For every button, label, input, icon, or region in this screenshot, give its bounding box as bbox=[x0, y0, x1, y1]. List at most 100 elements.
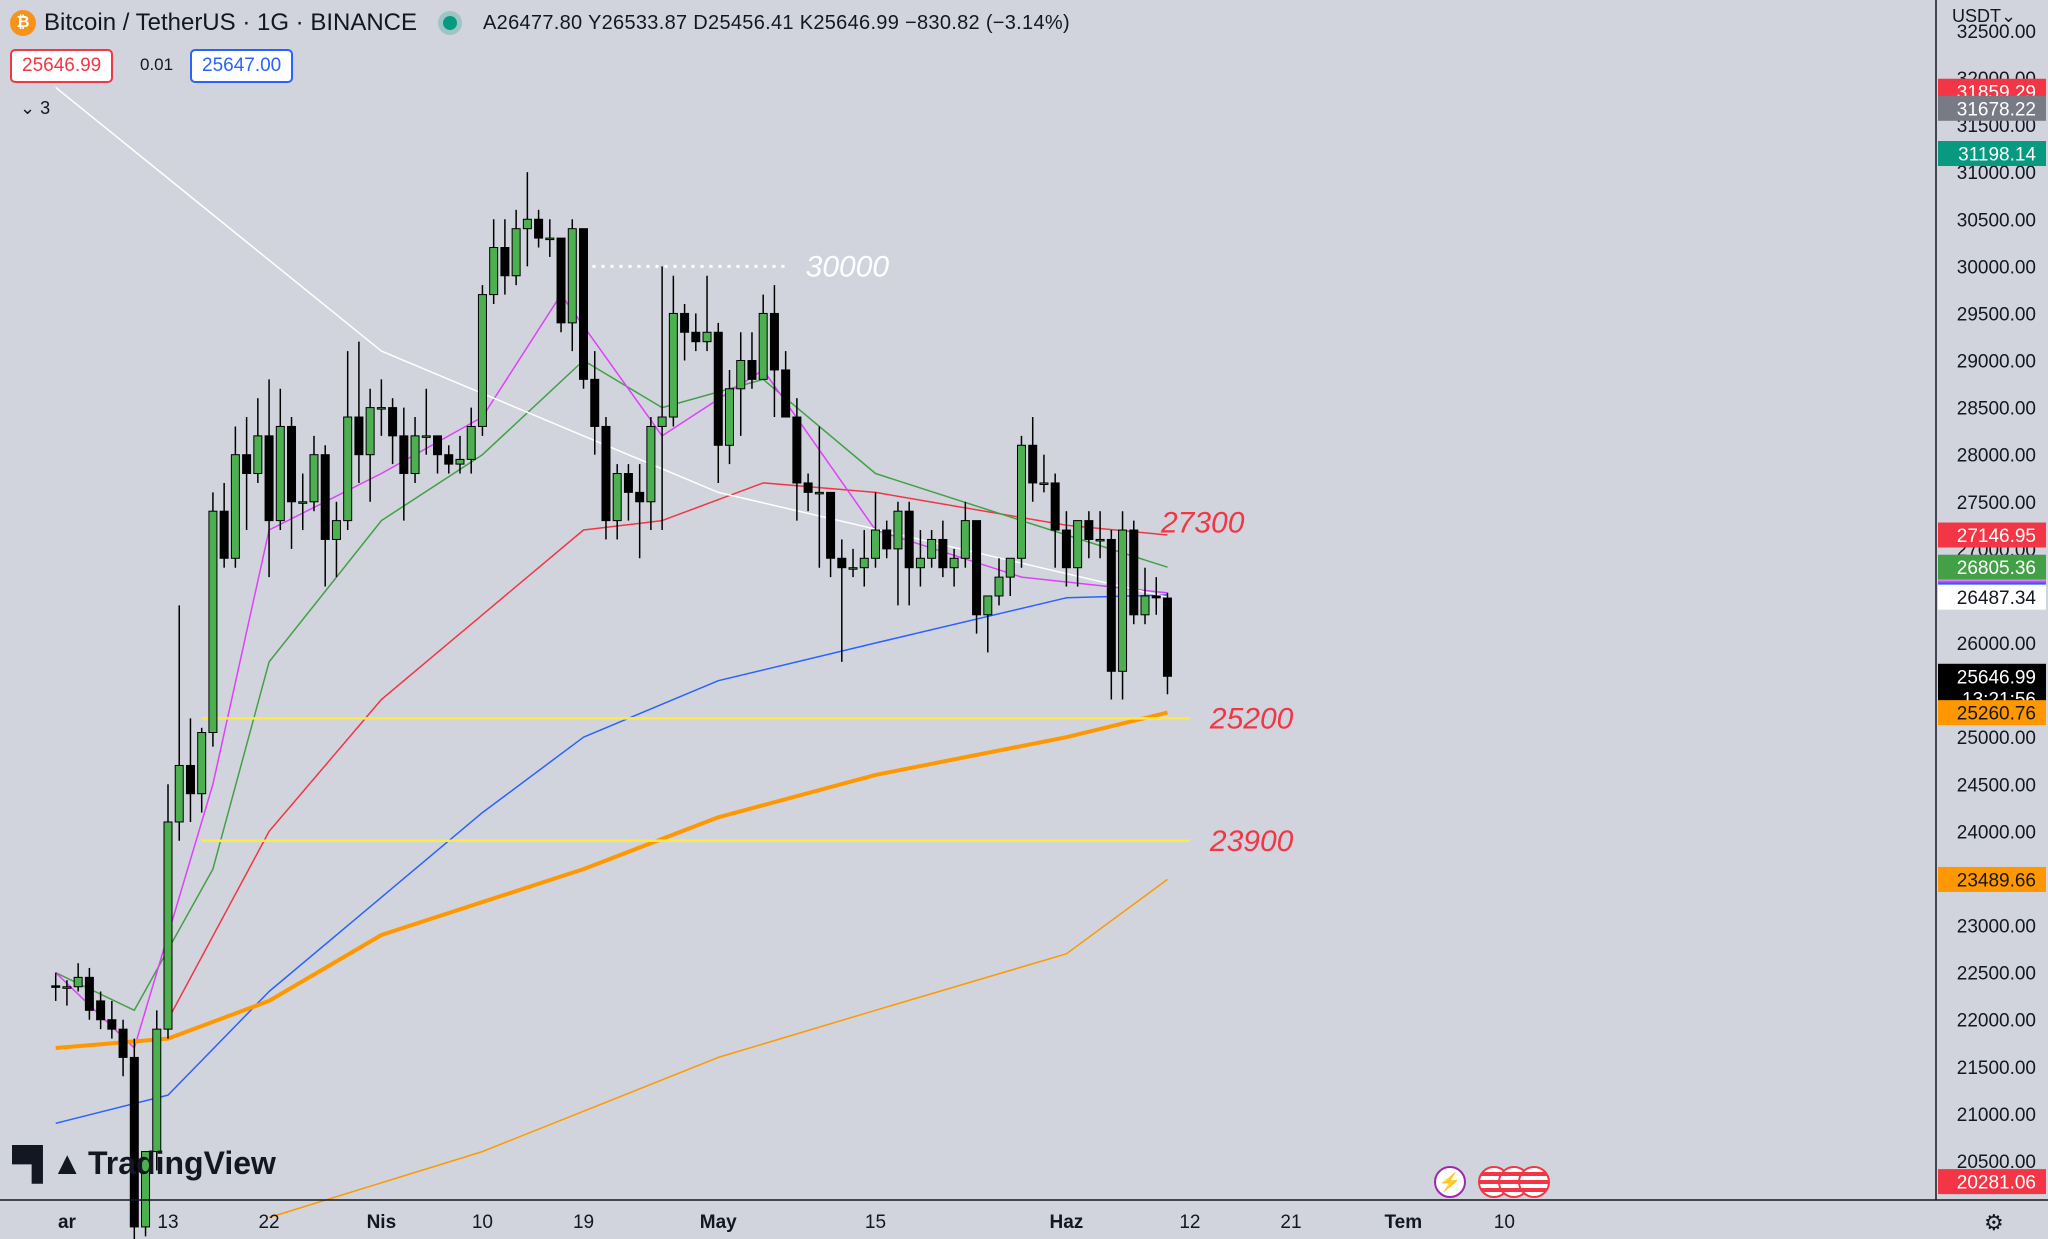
candle-body bbox=[545, 237, 555, 241]
market-status-icon[interactable] bbox=[443, 16, 458, 30]
candle-body bbox=[118, 1028, 128, 1058]
candle-body bbox=[129, 1056, 139, 1228]
candle-body bbox=[275, 425, 285, 522]
us-flag-icon[interactable] bbox=[1518, 1166, 1550, 1198]
candle-body bbox=[421, 435, 431, 438]
candle-body bbox=[174, 764, 184, 823]
x-tick-label: ar bbox=[58, 1212, 77, 1233]
candle-body bbox=[230, 454, 240, 559]
x-tick-label: 15 bbox=[865, 1212, 886, 1233]
indicator-count: 3 bbox=[40, 98, 51, 118]
candle-body bbox=[792, 416, 802, 484]
candle-body bbox=[1061, 529, 1071, 569]
candle-body bbox=[893, 510, 903, 550]
y-tick-label: 29000.00 bbox=[1957, 352, 2036, 373]
x-tick-label: 13 bbox=[157, 1212, 178, 1233]
candle-body bbox=[691, 331, 701, 343]
y-tick-label: 25000.00 bbox=[1957, 728, 2036, 749]
economic-events[interactable] bbox=[1478, 1166, 1550, 1198]
candle-body bbox=[623, 473, 633, 493]
candle-body bbox=[612, 473, 622, 522]
candle-body bbox=[646, 425, 656, 503]
candle-body bbox=[534, 218, 544, 239]
x-tick-label: 19 bbox=[573, 1212, 594, 1233]
x-tick-label: Haz bbox=[1050, 1212, 1084, 1233]
candle-body bbox=[73, 976, 83, 988]
candle-body bbox=[915, 557, 925, 569]
y-tick-label: 30500.00 bbox=[1957, 210, 2036, 231]
candle-body bbox=[1162, 597, 1172, 677]
annotation-label: 27300 bbox=[1160, 507, 1245, 540]
candle-body bbox=[388, 407, 398, 437]
candle-body bbox=[185, 764, 195, 795]
y-tick-label: 28500.00 bbox=[1957, 399, 2036, 420]
symbol-header[interactable]: ₿ Bitcoin / TetherUS · 1G · BINANCE A264… bbox=[0, 0, 1070, 46]
price-label-text: 26487.34 bbox=[1957, 588, 2037, 609]
candle-body bbox=[635, 491, 645, 503]
price-label-text: 25646.99 bbox=[1957, 667, 2036, 688]
price-label-text: 27146.95 bbox=[1957, 526, 2036, 547]
moving-averages bbox=[55, 86, 1168, 1219]
level-label-30000: 30000 bbox=[806, 250, 890, 283]
bitcoin-logo-icon: ₿ bbox=[10, 10, 36, 36]
candle-body bbox=[444, 454, 454, 465]
horizontal-levels: 25200 23900 30000 bbox=[201, 250, 1294, 858]
time-axis[interactable]: ar 13 22 Nis 10 19 May 15 Haz 12 21 Tem 10 bbox=[58, 1212, 1515, 1233]
candle-body bbox=[601, 425, 611, 522]
candle-body bbox=[298, 501, 308, 504]
candle-body bbox=[1073, 520, 1083, 569]
candle-body bbox=[972, 520, 982, 616]
candle-body bbox=[702, 331, 712, 343]
y-tick-label: 31500.00 bbox=[1957, 116, 2036, 137]
candle-body bbox=[511, 228, 521, 277]
candle-body bbox=[219, 510, 229, 559]
y-tick-label: 29500.00 bbox=[1957, 304, 2036, 325]
candle-body bbox=[960, 520, 970, 559]
candle-body bbox=[882, 529, 892, 550]
currency-selector[interactable]: USDT⌄ bbox=[1952, 6, 2016, 27]
candle-body bbox=[152, 1028, 162, 1153]
x-tick-label: 21 bbox=[1280, 1212, 1301, 1233]
price-label-tag bbox=[1938, 141, 2046, 167]
candle-body bbox=[163, 821, 173, 1030]
currency-label: USDT bbox=[1952, 6, 2001, 26]
candle-body bbox=[826, 491, 836, 559]
price-label-tag bbox=[1938, 866, 2046, 892]
price-label-tag bbox=[1938, 95, 2046, 121]
candle-body bbox=[927, 538, 937, 559]
y-tick-label: 27500.00 bbox=[1957, 493, 2036, 514]
candle-body bbox=[500, 247, 510, 277]
candle-body bbox=[904, 510, 914, 569]
candle-body bbox=[242, 454, 252, 475]
candle-body bbox=[1151, 595, 1161, 599]
x-tick-label: May bbox=[700, 1212, 737, 1233]
candle-body bbox=[331, 520, 341, 540]
candle-body bbox=[410, 435, 420, 475]
chevron-down-icon: ⌄ bbox=[20, 98, 36, 118]
candle-body bbox=[197, 732, 207, 795]
ma-line-ma_blue bbox=[55, 594, 1168, 1125]
buy-button[interactable]: 25647.00 bbox=[190, 49, 294, 83]
indicators-toggle[interactable]: ⌄ 3 bbox=[20, 98, 50, 119]
candle-body bbox=[994, 576, 1004, 597]
candle-body bbox=[455, 458, 465, 465]
settings-icon[interactable]: ⚙ bbox=[1984, 1210, 2004, 1235]
candle-body bbox=[309, 454, 319, 503]
lightning-icon[interactable]: ⚡ bbox=[1434, 1166, 1466, 1198]
x-tick-label: 10 bbox=[472, 1212, 493, 1233]
candle-body bbox=[668, 312, 678, 418]
candle-body bbox=[814, 491, 824, 495]
candle-body bbox=[1129, 529, 1139, 616]
symbol-title[interactable]: Bitcoin / TetherUS · 1G · BINANCE bbox=[44, 9, 418, 36]
price-label-tag bbox=[1938, 522, 2046, 548]
sell-button[interactable]: 25646.99 bbox=[10, 49, 114, 83]
candle-body bbox=[466, 425, 476, 460]
y-tick-label: 28000.00 bbox=[1957, 446, 2036, 467]
annotations: 27300 bbox=[1160, 507, 1245, 540]
candle-body bbox=[769, 312, 779, 371]
ma-line-ma_orange_thick bbox=[55, 710, 1168, 1050]
candle-body bbox=[1118, 529, 1128, 672]
tradingview-logo[interactable]: ▀▌▲ TradingView bbox=[12, 1145, 276, 1182]
y-tick-label: 23000.00 bbox=[1957, 917, 2036, 938]
